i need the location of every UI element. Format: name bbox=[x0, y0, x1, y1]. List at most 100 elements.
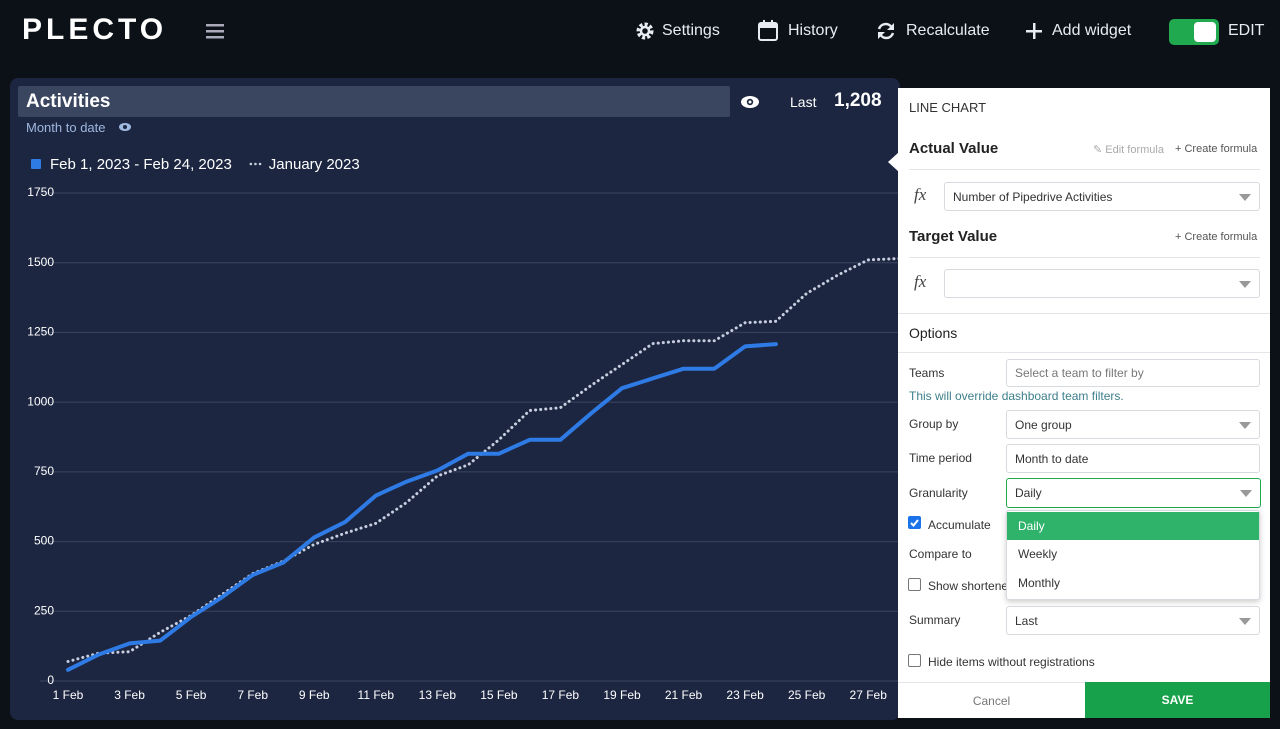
section-title: Target Value bbox=[909, 228, 998, 245]
y-tick-label: 1750 bbox=[27, 185, 54, 199]
legend-label: Feb 1, 2023 - Feb 24, 2023 bbox=[50, 156, 232, 173]
x-tick-label: 19 Feb bbox=[603, 688, 641, 702]
x-tick-label: 17 Feb bbox=[542, 688, 580, 702]
widget-title: Activities bbox=[26, 91, 111, 112]
x-tick-label: 1 Feb bbox=[53, 688, 84, 702]
widget-period: Month to date bbox=[26, 120, 106, 135]
history-icon[interactable] bbox=[758, 20, 778, 41]
x-tick-label: 13 Feb bbox=[419, 688, 457, 702]
field-label: Compare to bbox=[909, 547, 972, 561]
menu-item[interactable]: Settings bbox=[662, 22, 720, 39]
chart: 0 250 500 750 1000 1250 1500 1750 1 Feb 3 Feb 5 Fe… bbox=[27, 156, 898, 702]
x-tick-label: 15 Feb bbox=[480, 688, 518, 702]
legend-label: January 2023 bbox=[269, 156, 360, 173]
edit-label[interactable]: EDIT bbox=[1228, 22, 1265, 39]
x-tick-label: 5 Feb bbox=[176, 688, 207, 702]
series-line bbox=[66, 257, 898, 663]
logo[interactable]: PLECTO bbox=[22, 13, 168, 46]
y-tick-label: 1000 bbox=[27, 394, 54, 408]
add-icon[interactable] bbox=[1025, 22, 1043, 40]
widget-card bbox=[10, 78, 900, 720]
field-label: Teams bbox=[909, 366, 945, 380]
dropdown: Daily Weekly Monthly bbox=[1006, 510, 1260, 600]
select-value: Number of Pipedrive Activities bbox=[953, 189, 1113, 204]
edit-toggle[interactable] bbox=[1169, 19, 1219, 45]
x-tick-label: 21 Feb bbox=[665, 688, 703, 702]
select-value: Month to date bbox=[1015, 451, 1089, 466]
field-label: Time period bbox=[909, 451, 972, 465]
panel-title: LINE CHART bbox=[909, 100, 987, 115]
button-label: SAVE bbox=[1161, 693, 1194, 707]
cancel-button[interactable]: Cancel bbox=[898, 682, 1085, 718]
dropdown-option[interactable]: Daily bbox=[1018, 519, 1045, 533]
checkbox[interactable] bbox=[908, 516, 921, 529]
select-value: Daily bbox=[1015, 486, 1042, 500]
y-tick-label: 1250 bbox=[27, 325, 54, 339]
field-label: Granularity bbox=[909, 486, 968, 500]
recalculate-icon[interactable] bbox=[876, 21, 896, 41]
y-tick-label: 750 bbox=[34, 464, 54, 478]
divider bbox=[909, 169, 1260, 170]
series-line bbox=[66, 342, 778, 672]
checkbox-label: Accumulate bbox=[928, 518, 991, 532]
select-value: Last bbox=[1015, 613, 1038, 628]
x-tick-label: 11 Feb bbox=[358, 688, 395, 702]
dropdown-highlight bbox=[1007, 512, 1259, 540]
checkbox-label: Show shortene bbox=[928, 579, 1009, 593]
menu-icon[interactable] bbox=[206, 23, 224, 39]
formula-select[interactable] bbox=[944, 269, 1260, 298]
divider bbox=[898, 352, 1270, 353]
menu-item[interactable]: Add widget bbox=[1052, 22, 1132, 39]
summary-label: Last bbox=[790, 94, 817, 110]
checkbox[interactable] bbox=[908, 654, 921, 667]
eye-icon[interactable] bbox=[118, 122, 132, 132]
create-formula[interactable]: + Create formula bbox=[1175, 143, 1258, 155]
save-button[interactable]: SAVE bbox=[1085, 682, 1270, 718]
checkbox-label: Hide items without registrations bbox=[928, 655, 1095, 669]
y-tick-label: 1500 bbox=[27, 255, 54, 269]
dropdown-option[interactable]: Monthly bbox=[1018, 576, 1061, 590]
y-tick-label: 0 bbox=[47, 673, 54, 687]
button-label: Cancel bbox=[972, 693, 1011, 708]
section-title: Actual Value bbox=[909, 140, 999, 157]
x-tick-label: 3 Feb bbox=[114, 688, 145, 702]
eye-icon[interactable] bbox=[740, 94, 760, 110]
create-formula[interactable]: + Create formula bbox=[1175, 231, 1258, 243]
summary-value: 1,208 bbox=[834, 90, 882, 111]
x-tick-label: 27 Feb bbox=[850, 688, 888, 702]
menu-item[interactable]: Recalculate bbox=[906, 22, 990, 39]
select-value: One group bbox=[1015, 417, 1072, 432]
panel-pointer bbox=[888, 152, 899, 172]
title-field[interactable] bbox=[18, 86, 730, 117]
x-tick-label: 25 Feb bbox=[788, 688, 826, 702]
menu-item[interactable]: History bbox=[788, 22, 838, 39]
fx-icon: fx bbox=[914, 185, 927, 204]
field-label: Summary bbox=[909, 613, 961, 627]
field-note: This will override dashboard team filter… bbox=[909, 389, 1124, 403]
create-formula-text[interactable]: Create formula bbox=[1184, 231, 1258, 243]
placeholder: Select a team to filter by bbox=[1015, 366, 1144, 380]
create-formula-text[interactable]: Create formula bbox=[1184, 143, 1258, 155]
fx-icon: fx bbox=[914, 272, 927, 291]
teams-input[interactable]: Select a team to filter by bbox=[1006, 359, 1260, 387]
x-tick-label: 23 Feb bbox=[726, 688, 764, 702]
checkbox[interactable] bbox=[908, 578, 921, 591]
formula-select[interactable]: Number of Pipedrive Activities bbox=[944, 182, 1260, 211]
edit-formula-text[interactable]: Edit formula bbox=[1105, 144, 1164, 156]
divider bbox=[909, 257, 1260, 258]
section-title: Options bbox=[909, 325, 958, 341]
x-tick-label: 7 Feb bbox=[237, 688, 268, 702]
granularity-select[interactable]: Daily bbox=[1006, 478, 1261, 508]
y-tick-label: 500 bbox=[34, 534, 54, 548]
divider bbox=[898, 313, 1270, 314]
dropdown-option[interactable]: Weekly bbox=[1018, 547, 1058, 561]
settings-icon[interactable] bbox=[636, 22, 654, 40]
group-by-select[interactable]: One group bbox=[1006, 410, 1260, 439]
field-label: Group by bbox=[909, 417, 959, 431]
x-tick-label: 9 Feb bbox=[299, 688, 330, 702]
edit-formula[interactable]: ✎ Edit formula bbox=[1093, 144, 1164, 156]
time-period-input[interactable]: Month to date bbox=[1006, 444, 1260, 473]
y-tick-label: 250 bbox=[34, 603, 54, 617]
summary-select[interactable]: Last bbox=[1006, 606, 1260, 635]
